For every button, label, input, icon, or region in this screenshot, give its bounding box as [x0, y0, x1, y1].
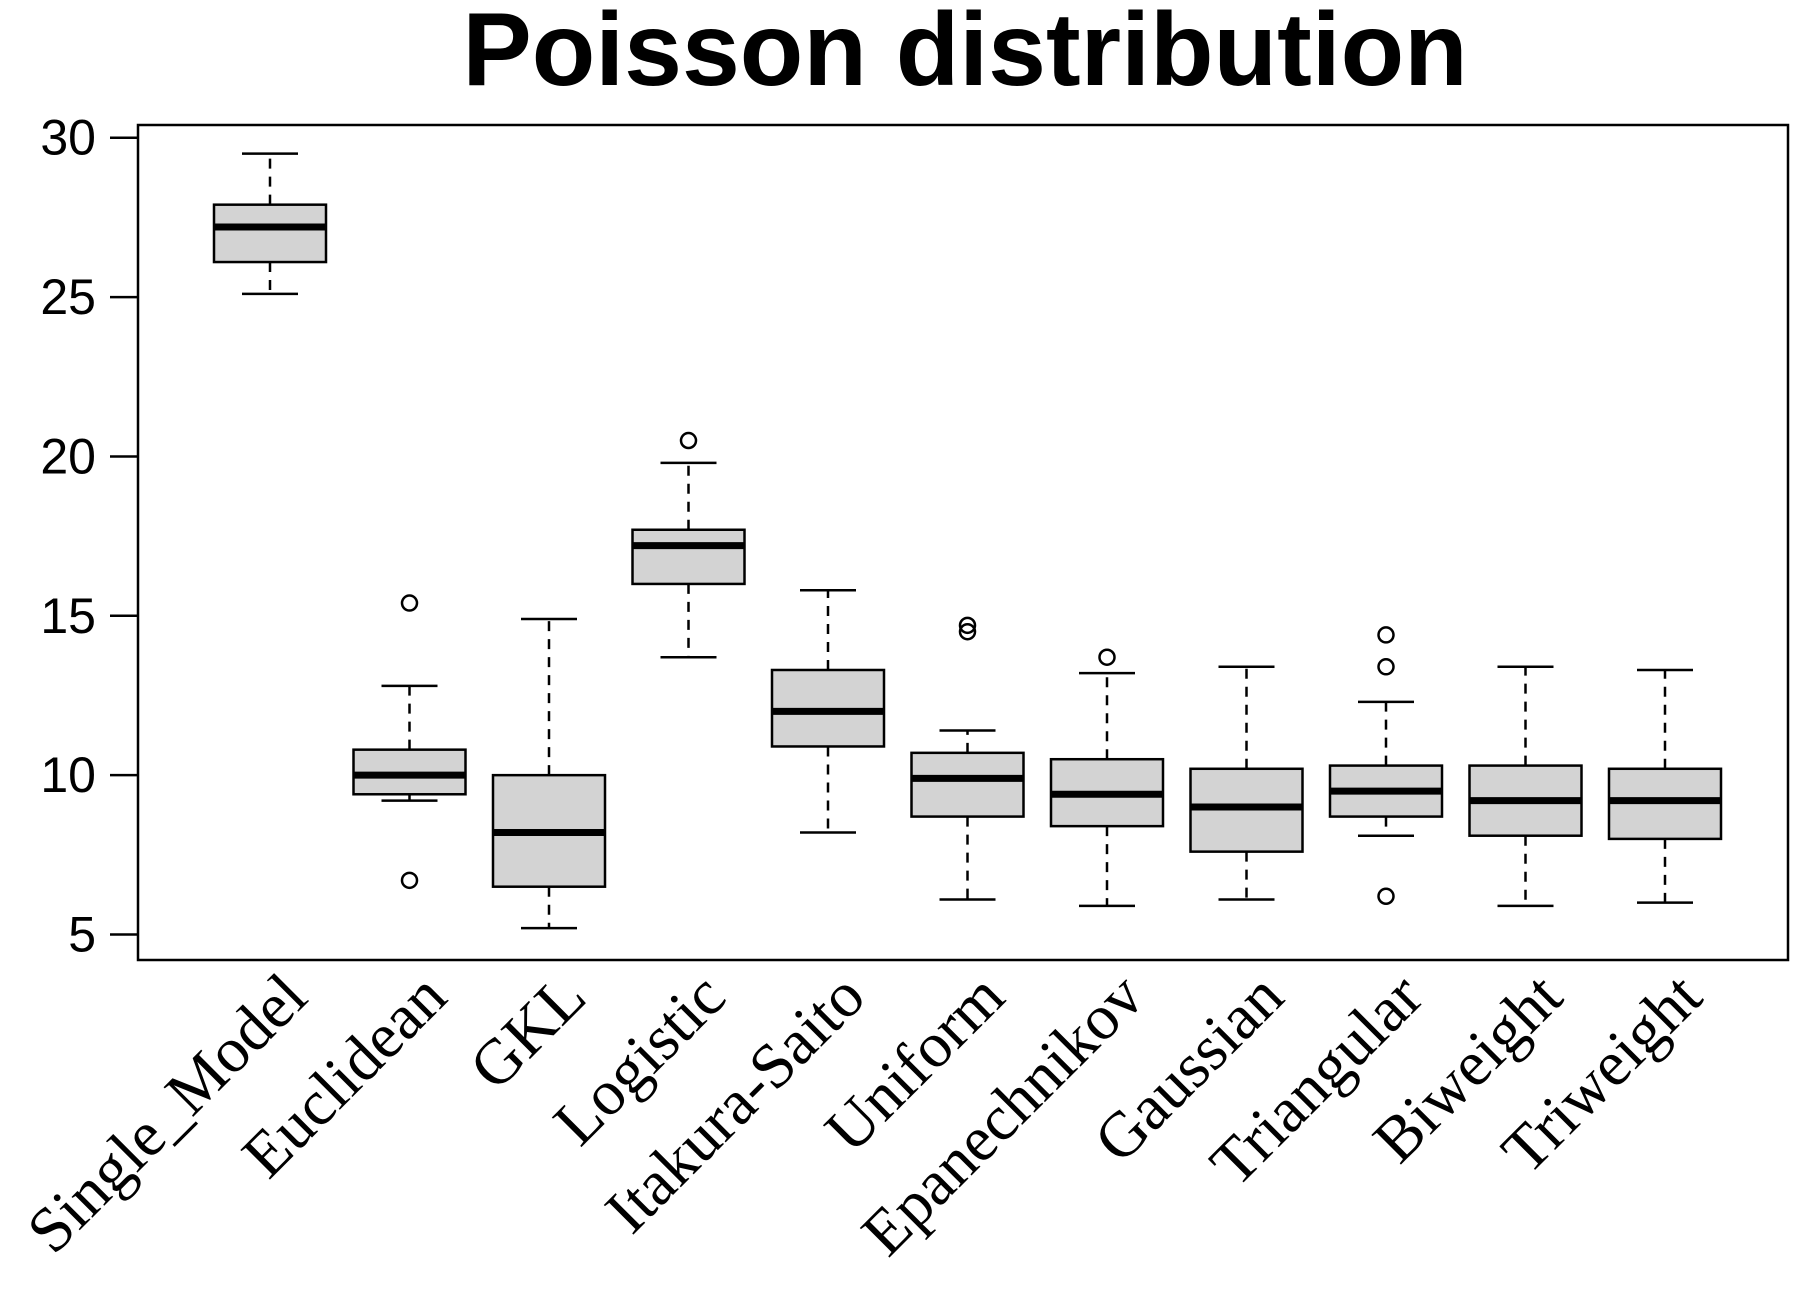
box-group	[1189, 665, 1304, 901]
box-group	[491, 617, 607, 930]
y-tick-label: 20	[40, 428, 96, 484]
box-group	[352, 594, 467, 890]
y-tick-label: 5	[68, 907, 96, 963]
box-group	[770, 589, 886, 834]
box-group	[1607, 668, 1723, 904]
y-tick-label: 10	[40, 747, 96, 803]
iqr-box	[212, 203, 328, 264]
outlier-point	[679, 431, 698, 450]
outlier-point	[1377, 658, 1395, 676]
y-tick-label: 25	[40, 269, 96, 325]
outlier-point	[958, 616, 977, 635]
y-axis: 5 10 15 20 25 30	[40, 110, 138, 963]
iqr-box	[910, 751, 1025, 818]
outlier-point	[1377, 887, 1395, 906]
outlier-point	[400, 594, 419, 612]
outlier-point	[400, 871, 419, 890]
outlier-point	[1098, 648, 1116, 666]
box-group	[631, 431, 746, 659]
iqr-box	[631, 528, 746, 586]
x-axis: Single_ModelEuclideanGKLLogisticItakura-…	[13, 960, 1715, 1269]
outlier-point	[1377, 626, 1395, 644]
box-group	[212, 152, 328, 296]
outlier-point	[958, 622, 977, 641]
box-group	[1049, 648, 1165, 908]
box-series	[212, 152, 1723, 930]
y-tick-label: 15	[40, 588, 96, 644]
plot-frame	[136, 123, 1790, 962]
box-group	[1328, 626, 1444, 906]
chart-title: Poisson distribution	[462, 0, 1467, 108]
box-group	[1468, 665, 1583, 908]
y-tick-label: 30	[40, 110, 96, 166]
box-group	[910, 616, 1025, 901]
